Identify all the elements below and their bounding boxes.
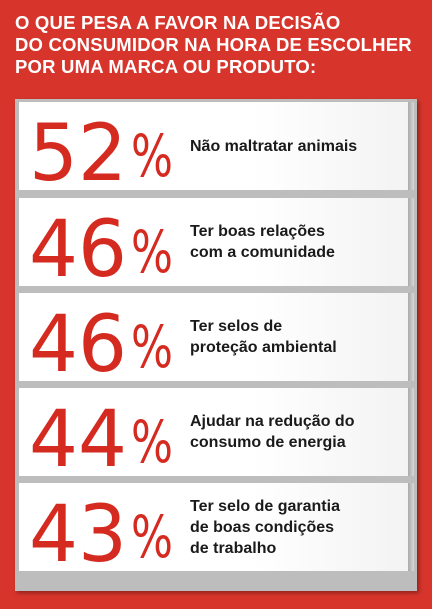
stat-label-container: Ter selos de proteção ambiental xyxy=(190,293,405,381)
percentage-value: 52% xyxy=(29,110,173,186)
percentage-number: 52 xyxy=(29,110,127,186)
percentage-number: 46 xyxy=(29,301,127,377)
percent-sign: % xyxy=(131,313,173,377)
stat-label-container: Não maltratar animais xyxy=(190,102,405,190)
stat-label: Ter selo de garantia de boas condições d… xyxy=(190,497,340,557)
title-line-2: DO CONSUMIDOR NA HORA DE ESCOLHER xyxy=(15,34,412,55)
percentage-value: 44% xyxy=(29,396,173,472)
stat-label: Não maltratar animais xyxy=(190,137,358,155)
percentage-value: 43% xyxy=(29,491,173,567)
stat-row: 52% Não maltratar animais xyxy=(19,102,414,190)
percentage-number: 44 xyxy=(29,396,127,472)
percentage-value: 46% xyxy=(29,301,173,377)
stat-label-container: Ajudar na redução do consumo de energia xyxy=(190,388,405,476)
percent-sign: % xyxy=(131,122,173,186)
percent-sign: % xyxy=(131,503,173,567)
stat-label: Ter selos de proteção ambiental xyxy=(190,318,337,356)
percentage-number: 43 xyxy=(29,491,127,567)
stat-label-container: Ter boas relações com a comunidade xyxy=(190,198,405,286)
stat-label: Ter boas relações com a comunidade xyxy=(190,223,335,261)
percentage-number: 46 xyxy=(29,206,127,282)
stat-label: Ajudar na redução do consumo de energia xyxy=(190,413,355,451)
percent-sign: % xyxy=(131,408,173,472)
stat-label-container: Ter selo de garantia de boas condições d… xyxy=(190,483,405,571)
stat-row: 43% Ter selo de garantia de boas condiçõe… xyxy=(19,483,414,571)
percent-sign: % xyxy=(131,218,173,282)
title-line-3: POR UMA MARCA OU PRODUTO: xyxy=(15,56,317,77)
chart-title: O QUE PESA A FAVOR NA DECISÃO DO CONSUMI… xyxy=(15,12,425,78)
stat-row: 44% Ajudar na redução do consumo de energ… xyxy=(19,388,414,476)
percentage-value: 46% xyxy=(29,206,173,282)
stat-row: 46% Ter selos de proteção ambiental xyxy=(19,293,414,381)
stats-panel: 52% Não maltratar animais 46% Ter boas rela… xyxy=(15,99,417,591)
stat-row: 46% Ter boas relações com a comunidade xyxy=(19,198,414,286)
title-line-1: O QUE PESA A FAVOR NA DECISÃO xyxy=(15,12,341,33)
